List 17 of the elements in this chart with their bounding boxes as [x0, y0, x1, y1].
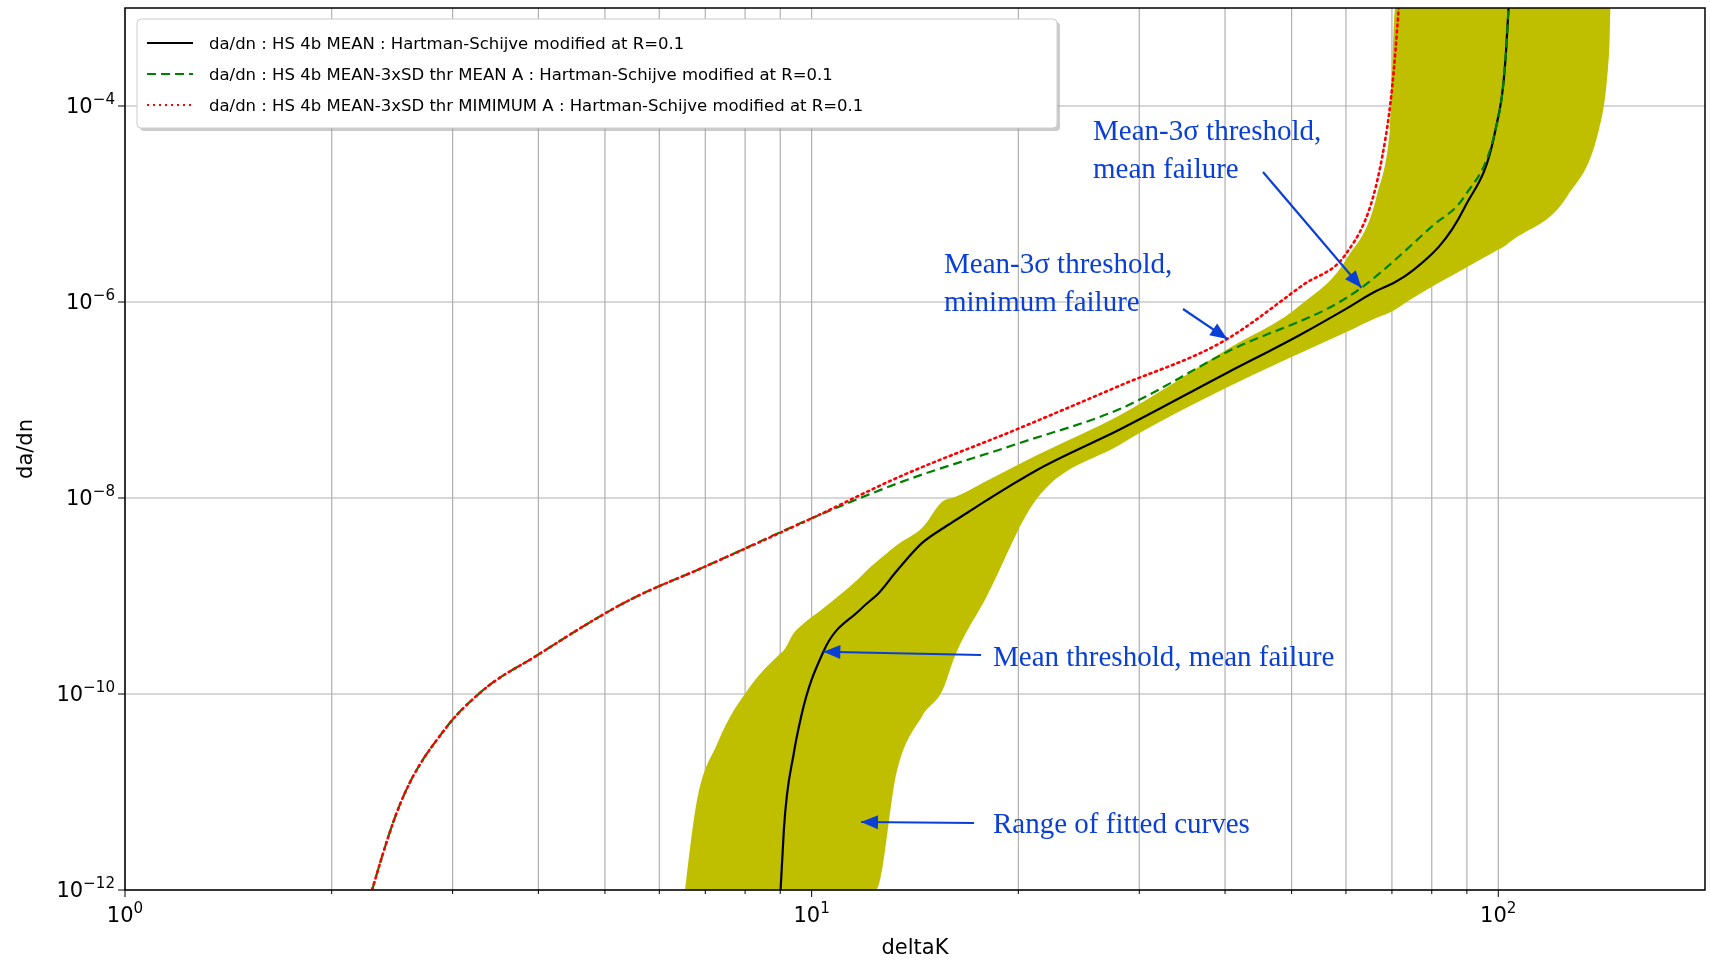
y-tick-label: 10$^{−4}$: [65, 90, 115, 118]
annotation: Range of fitted curves: [993, 807, 1250, 839]
x-tick-label: 10$^{1}$: [793, 899, 830, 927]
x-tick-label: 10$^{2}$: [1480, 899, 1517, 927]
legend-label: da/dn : HS 4b MEAN-3xSD thr MEAN A : Hartman-Schijve modified at R=0.1: [209, 65, 833, 84]
y-axis-title: da/dn: [13, 419, 37, 479]
x-tick-label: 10$^{0}$: [106, 899, 144, 927]
y-tick-label: 10$^{−10}$: [56, 678, 115, 706]
legend-label: da/dn : HS 4b MEAN-3xSD thr MIMIMUM A : Hartman-Schijve modified at R=0.1: [209, 96, 864, 115]
y-tick-label: 10$^{−6}$: [65, 286, 115, 314]
y-tick-label: 10$^{−12}$: [56, 874, 115, 902]
x-axis-title: deltaK: [881, 935, 950, 959]
annotation: Mean-3σ threshold, minimum failure: [944, 247, 1173, 317]
y-tick-label: 10$^{−8}$: [65, 482, 115, 510]
annotation: Mean threshold, mean failure: [993, 640, 1335, 672]
annotation: Mean-3σ threshold, mean failure: [1093, 114, 1322, 184]
legend-label: da/dn : HS 4b MEAN : Hartman-Schijve modified at R=0.1: [209, 34, 685, 53]
